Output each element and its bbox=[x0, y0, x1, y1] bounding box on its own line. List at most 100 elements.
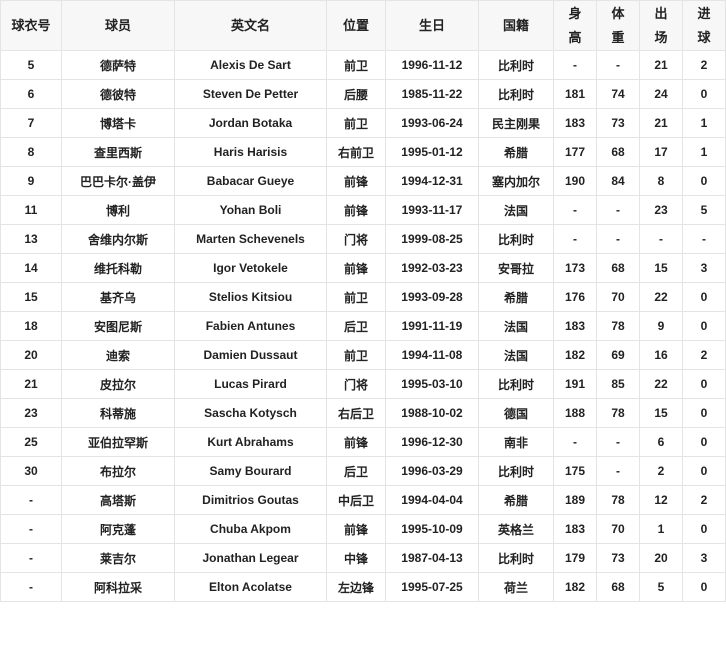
cell-birthday: 1987-04-13 bbox=[385, 543, 479, 573]
cell-appearances: 17 bbox=[639, 137, 683, 167]
cell-appearances: 12 bbox=[639, 485, 683, 515]
cell-goals: 2 bbox=[682, 485, 726, 515]
cell-goals: 3 bbox=[682, 543, 726, 573]
cell-birthday: 1985-11-22 bbox=[385, 79, 479, 109]
cell-appearances: 8 bbox=[639, 166, 683, 196]
cell-weight: - bbox=[596, 195, 640, 225]
cell-english-name: Stelios Kitsiou bbox=[174, 282, 327, 312]
cell-nationality: 塞内加尔 bbox=[478, 166, 554, 196]
cell-position: 中后卫 bbox=[326, 485, 386, 515]
header-appearances: 出场 bbox=[639, 0, 683, 51]
cell-nationality: 比利时 bbox=[478, 50, 554, 80]
cell-height: - bbox=[553, 427, 597, 457]
cell-birthday: 1996-12-30 bbox=[385, 427, 479, 457]
cell-appearances: 16 bbox=[639, 340, 683, 370]
cell-player-name: 安图尼斯 bbox=[61, 311, 175, 341]
cell-height: 179 bbox=[553, 543, 597, 573]
cell-nationality: 比利时 bbox=[478, 543, 554, 573]
cell-appearances: 20 bbox=[639, 543, 683, 573]
header-jersey-number: 球衣号 bbox=[0, 0, 62, 51]
table-row: - 阿科拉采 Elton Acolatse 左边锋 1995-07-25 荷兰 182 68 5… bbox=[0, 572, 726, 602]
cell-nationality: 英格兰 bbox=[478, 514, 554, 544]
cell-weight: - bbox=[596, 50, 640, 80]
cell-appearances: - bbox=[639, 224, 683, 254]
cell-position: 前锋 bbox=[326, 166, 386, 196]
cell-position: 前锋 bbox=[326, 427, 386, 457]
cell-position: 前卫 bbox=[326, 108, 386, 138]
cell-nationality: 比利时 bbox=[478, 79, 554, 109]
header-position: 位置 bbox=[326, 0, 386, 51]
cell-goals: 0 bbox=[682, 311, 726, 341]
cell-jersey-number: 13 bbox=[0, 224, 62, 254]
cell-player-name: 基齐乌 bbox=[61, 282, 175, 312]
cell-player-name: 皮拉尔 bbox=[61, 369, 175, 399]
cell-goals: 0 bbox=[682, 369, 726, 399]
cell-height: 182 bbox=[553, 340, 597, 370]
cell-english-name: Kurt Abrahams bbox=[174, 427, 327, 457]
cell-height: 175 bbox=[553, 456, 597, 486]
cell-english-name: Sascha Kotysch bbox=[174, 398, 327, 428]
cell-appearances: 21 bbox=[639, 50, 683, 80]
table-row: 18 安图尼斯 Fabien Antunes 后卫 1991-11-19 法国 183 78 9… bbox=[0, 311, 726, 341]
cell-jersey-number: - bbox=[0, 543, 62, 573]
table-row: - 莱吉尔 Jonathan Legear 中锋 1987-04-13 比利时 179 73 2… bbox=[0, 543, 726, 573]
cell-goals: 0 bbox=[682, 398, 726, 428]
cell-player-name: 阿科拉采 bbox=[61, 572, 175, 602]
cell-jersey-number: 11 bbox=[0, 195, 62, 225]
cell-height: 183 bbox=[553, 108, 597, 138]
cell-height: 182 bbox=[553, 572, 597, 602]
cell-player-name: 迪索 bbox=[61, 340, 175, 370]
cell-height: 183 bbox=[553, 514, 597, 544]
cell-position: 后卫 bbox=[326, 456, 386, 486]
cell-weight: 68 bbox=[596, 572, 640, 602]
cell-birthday: 1995-01-12 bbox=[385, 137, 479, 167]
cell-height: 188 bbox=[553, 398, 597, 428]
table-row: 15 基齐乌 Stelios Kitsiou 前卫 1993-09-28 希腊 176 70 2… bbox=[0, 282, 726, 312]
table-body: 5 德萨特 Alexis De Sart 前卫 1996-11-12 比利时 - -21 2 6 德… bbox=[0, 50, 726, 602]
cell-player-name: 科蒂施 bbox=[61, 398, 175, 428]
cell-english-name: Damien Dussaut bbox=[174, 340, 327, 370]
cell-nationality: 法国 bbox=[478, 195, 554, 225]
cell-jersey-number: - bbox=[0, 485, 62, 515]
cell-nationality: 法国 bbox=[478, 311, 554, 341]
cell-english-name: Jordan Botaka bbox=[174, 108, 327, 138]
cell-jersey-number: 21 bbox=[0, 369, 62, 399]
table-row: - 高塔斯 Dimitrios Goutas 中后卫 1994-04-04 希腊 189 78… bbox=[0, 485, 726, 515]
cell-player-name: 布拉尔 bbox=[61, 456, 175, 486]
cell-weight: 68 bbox=[596, 137, 640, 167]
cell-position: 左边锋 bbox=[326, 572, 386, 602]
cell-position: 前锋 bbox=[326, 253, 386, 283]
table-row: 11 博利 Yohan Boli 前锋 1993-11-17 法国 - -23 5 bbox=[0, 195, 726, 225]
header-player-name: 球员 bbox=[61, 0, 175, 51]
cell-height: 190 bbox=[553, 166, 597, 196]
cell-english-name: Marten Schevenels bbox=[174, 224, 327, 254]
cell-goals: 0 bbox=[682, 79, 726, 109]
cell-goals: 0 bbox=[682, 166, 726, 196]
table-row: - 阿克蓬 Chuba Akpom 前锋 1995-10-09 英格兰 183 70 1 0 bbox=[0, 514, 726, 544]
cell-english-name: Igor Vetokele bbox=[174, 253, 327, 283]
cell-goals: 1 bbox=[682, 137, 726, 167]
cell-weight: - bbox=[596, 427, 640, 457]
cell-height: 177 bbox=[553, 137, 597, 167]
cell-weight: 74 bbox=[596, 79, 640, 109]
cell-appearances: 24 bbox=[639, 79, 683, 109]
cell-jersey-number: 23 bbox=[0, 398, 62, 428]
header-height: 身高 bbox=[553, 0, 597, 51]
cell-weight: 68 bbox=[596, 253, 640, 283]
cell-height: - bbox=[553, 50, 597, 80]
table-row: 7 博塔卡 Jordan Botaka 前卫 1993-06-24 民主刚果 183 73 21… bbox=[0, 108, 726, 138]
cell-nationality: 南非 bbox=[478, 427, 554, 457]
cell-goals: 0 bbox=[682, 514, 726, 544]
cell-position: 右后卫 bbox=[326, 398, 386, 428]
cell-goals: 5 bbox=[682, 195, 726, 225]
cell-jersey-number: 20 bbox=[0, 340, 62, 370]
cell-appearances: 23 bbox=[639, 195, 683, 225]
cell-goals: 0 bbox=[682, 282, 726, 312]
cell-player-name: 查里西斯 bbox=[61, 137, 175, 167]
cell-goals: 1 bbox=[682, 108, 726, 138]
cell-weight: 84 bbox=[596, 166, 640, 196]
cell-goals: 3 bbox=[682, 253, 726, 283]
table-row: 13 舍维内尔斯 Marten Schevenels 门将 1999-08-25 比利时 -… bbox=[0, 224, 726, 254]
table-row: 5 德萨特 Alexis De Sart 前卫 1996-11-12 比利时 - -21 2 bbox=[0, 50, 726, 80]
cell-english-name: Fabien Antunes bbox=[174, 311, 327, 341]
